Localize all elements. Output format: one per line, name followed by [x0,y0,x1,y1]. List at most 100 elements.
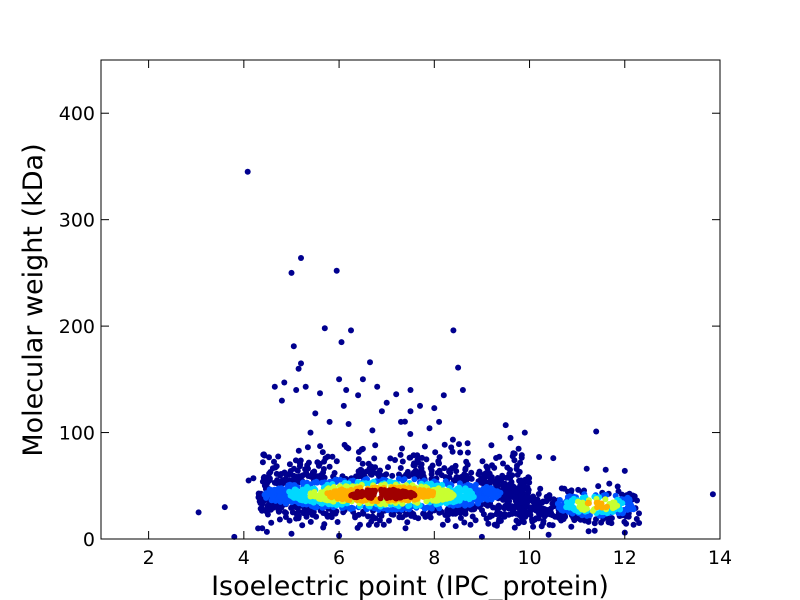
data-point [286,488,293,495]
data-point [378,488,385,494]
data-point [575,498,581,505]
data-point [435,488,442,495]
data-point [409,490,416,497]
data-point [495,492,502,499]
data-point [431,405,438,412]
data-point [295,447,302,454]
data-point [417,463,424,470]
data-point [467,521,474,528]
data-point [426,488,433,495]
data-point [446,474,453,481]
data-point [502,422,509,429]
plot-frame [100,59,721,540]
data-point [250,475,257,482]
data-point [255,525,262,532]
data-point [345,421,352,427]
data-point [568,487,575,494]
data-point [278,397,285,404]
data-point [343,387,350,393]
data-point [421,443,428,450]
data-point [277,472,284,479]
data-point [462,473,468,480]
data-point [355,449,362,455]
data-point [260,451,267,458]
data-point [407,408,414,415]
data-point [501,505,508,512]
data-point [546,511,553,518]
data-point [293,515,300,522]
data-point [475,471,482,478]
data-point [535,504,542,511]
data-point [602,466,609,473]
data-point [315,462,322,469]
data-point [472,481,479,488]
data-point [480,511,487,518]
data-point [539,510,546,517]
data-point [411,476,418,483]
data-point [349,491,356,498]
data-point [411,485,418,492]
data-point [636,510,642,517]
data-point [288,269,295,276]
data-point [288,504,295,511]
data-point [286,461,293,468]
data-point [317,443,324,450]
data-point [397,451,404,458]
data-point [290,343,297,350]
data-point [440,496,447,503]
data-point [380,521,387,528]
data-point [485,520,492,527]
data-point [337,476,343,483]
data-point [405,473,412,479]
data-point [524,484,531,491]
data-point [516,468,523,475]
data-point [271,479,278,486]
data-point [262,492,269,499]
data-point [449,465,456,472]
data-point [396,514,403,521]
data-point [321,521,328,528]
data-point [376,517,383,524]
data-point [611,504,618,511]
data-point [519,514,526,521]
data-point [282,514,289,520]
data-point [441,441,448,448]
data-point [452,523,459,530]
y-tick-label: 0 [83,529,95,551]
data-point [434,469,441,476]
data-point [422,513,429,520]
data-point [628,506,634,513]
data-point [520,508,527,515]
data-point [483,489,490,496]
data-point [287,477,294,484]
data-point [447,489,454,496]
data-point [488,442,495,449]
data-point [530,493,537,500]
data-point [302,383,309,390]
data-point [598,509,605,516]
data-point [195,509,202,516]
data-point [440,392,447,399]
data-point [490,504,496,511]
data-point [441,465,448,472]
data-point [561,485,568,492]
data-point [376,471,383,478]
data-point [467,482,474,489]
data-point [608,520,615,527]
data-point [554,500,561,507]
data-point [456,441,462,448]
data-point [427,465,434,472]
data-point [519,479,526,486]
data-point [221,504,228,511]
data-point [579,494,586,501]
data-point [606,480,613,487]
data-point [585,499,592,506]
data-point [407,431,414,437]
data-point [406,484,413,491]
data-point [321,325,328,332]
data-point [259,459,266,466]
data-point [281,509,288,516]
data-point [403,489,409,496]
data-point [405,503,412,510]
data-point [462,466,469,473]
